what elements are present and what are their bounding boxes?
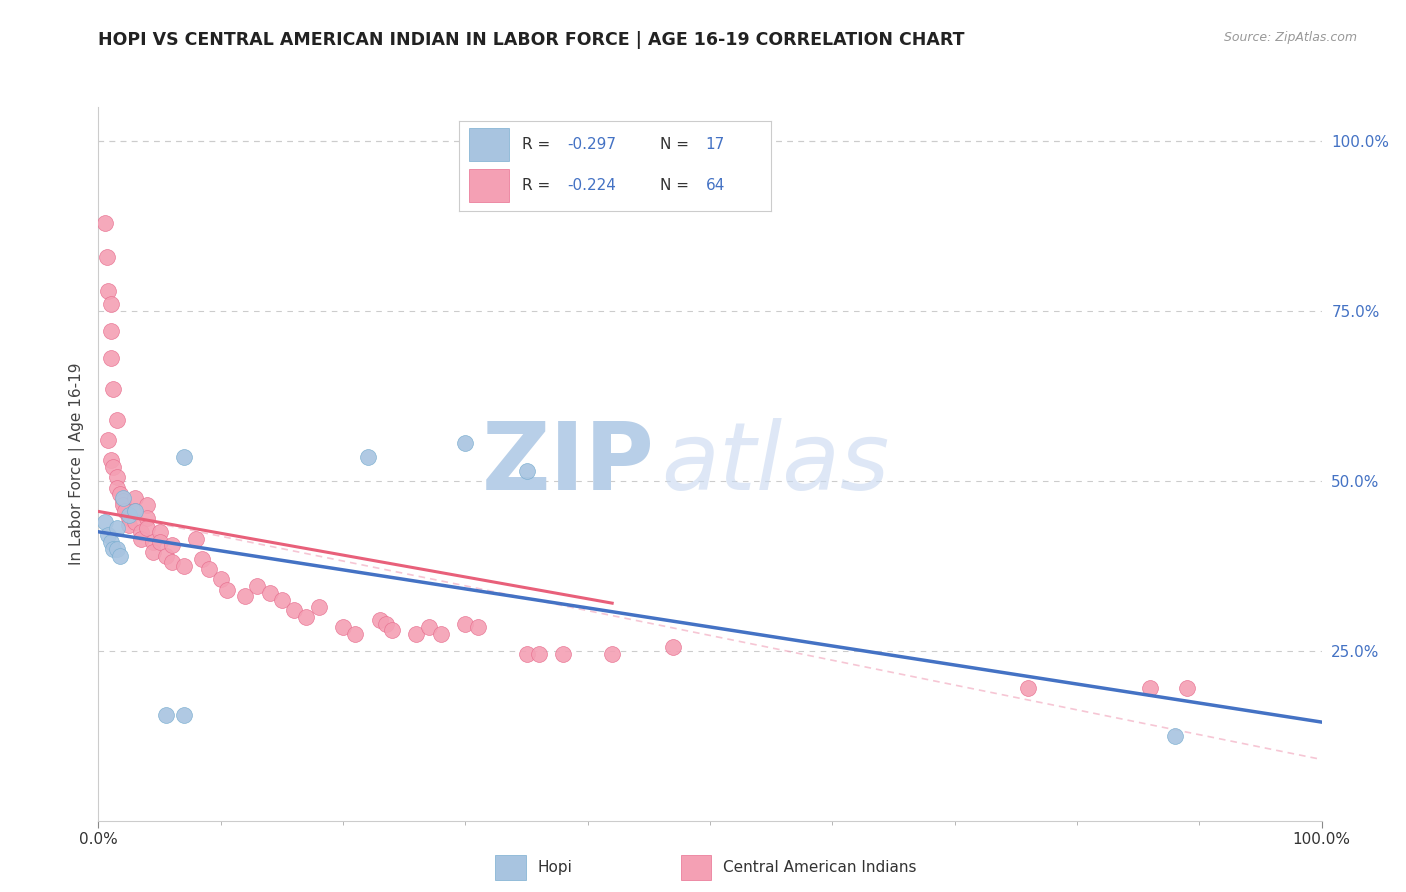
Point: [259, 586, 281, 600]
Point: [105, 521, 128, 535]
Point: [197, 562, 219, 576]
Point: [105, 412, 128, 426]
Point: [110, 549, 132, 563]
Text: atlas: atlas: [661, 418, 890, 509]
Point: [118, 511, 141, 525]
Point: [662, 640, 685, 655]
Point: [124, 515, 146, 529]
Point: [405, 626, 427, 640]
Point: [101, 541, 124, 556]
Point: [149, 535, 172, 549]
Point: [100, 535, 122, 549]
Point: [149, 524, 172, 539]
Point: [215, 582, 238, 597]
Point: [111, 491, 134, 505]
Point: [142, 535, 165, 549]
Point: [173, 558, 195, 573]
Point: [173, 450, 195, 464]
Bar: [495, 855, 526, 880]
Point: [270, 592, 294, 607]
Text: Central American Indians: Central American Indians: [723, 860, 917, 875]
Point: [101, 382, 124, 396]
Point: [142, 545, 165, 559]
Point: [105, 481, 128, 495]
Point: [515, 647, 537, 661]
Point: [344, 626, 367, 640]
Y-axis label: In Labor Force | Age 16-19: In Labor Force | Age 16-19: [69, 362, 84, 566]
Point: [118, 508, 141, 522]
Point: [173, 708, 195, 723]
Point: [97, 433, 120, 447]
Point: [96, 250, 118, 264]
Point: [233, 590, 256, 604]
Point: [246, 579, 269, 593]
Point: [114, 504, 136, 518]
Point: [356, 450, 378, 464]
Point: [374, 616, 396, 631]
Point: [136, 511, 159, 525]
Point: [105, 470, 128, 484]
Point: [124, 504, 146, 518]
Point: [110, 487, 132, 501]
Point: [111, 494, 134, 508]
Text: HOPI VS CENTRAL AMERICAN INDIAN IN LABOR FORCE | AGE 16-19 CORRELATION CHART: HOPI VS CENTRAL AMERICAN INDIAN IN LABOR…: [98, 31, 965, 49]
Point: [368, 613, 391, 627]
Point: [97, 528, 120, 542]
Point: [136, 521, 159, 535]
Point: [308, 599, 330, 614]
Text: ZIP: ZIP: [482, 417, 655, 510]
Point: [553, 647, 575, 661]
Point: [1017, 681, 1039, 695]
Point: [454, 616, 477, 631]
Text: Source: ZipAtlas.com: Source: ZipAtlas.com: [1223, 31, 1357, 45]
Point: [93, 216, 115, 230]
Point: [100, 324, 122, 338]
Point: [124, 491, 146, 505]
Point: [160, 538, 183, 552]
Point: [1164, 729, 1187, 743]
Point: [100, 453, 122, 467]
Point: [155, 708, 177, 723]
Point: [209, 573, 232, 587]
Point: [111, 498, 134, 512]
Point: [527, 647, 550, 661]
Point: [129, 524, 152, 539]
Point: [332, 620, 354, 634]
Point: [283, 603, 305, 617]
Point: [160, 555, 183, 569]
Point: [100, 351, 122, 366]
Point: [295, 609, 318, 624]
Point: [124, 504, 146, 518]
Point: [100, 297, 122, 311]
Point: [430, 626, 453, 640]
Point: [381, 624, 404, 638]
Point: [600, 647, 623, 661]
Point: [101, 460, 124, 475]
Point: [515, 464, 537, 478]
Point: [105, 541, 128, 556]
Point: [467, 620, 489, 634]
Point: [191, 552, 214, 566]
Point: [418, 620, 440, 634]
Point: [1139, 681, 1161, 695]
Bar: [681, 855, 711, 880]
Point: [118, 518, 141, 533]
Point: [97, 284, 120, 298]
Point: [136, 498, 159, 512]
Point: [454, 436, 477, 450]
Text: Hopi: Hopi: [537, 860, 572, 875]
Point: [129, 532, 152, 546]
Point: [155, 549, 177, 563]
Point: [1175, 681, 1198, 695]
Point: [93, 515, 115, 529]
Point: [186, 532, 208, 546]
